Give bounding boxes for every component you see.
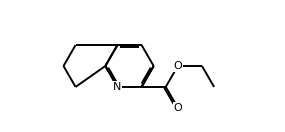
Text: O: O xyxy=(174,61,182,71)
Text: N: N xyxy=(113,82,122,92)
Text: O: O xyxy=(174,103,182,113)
